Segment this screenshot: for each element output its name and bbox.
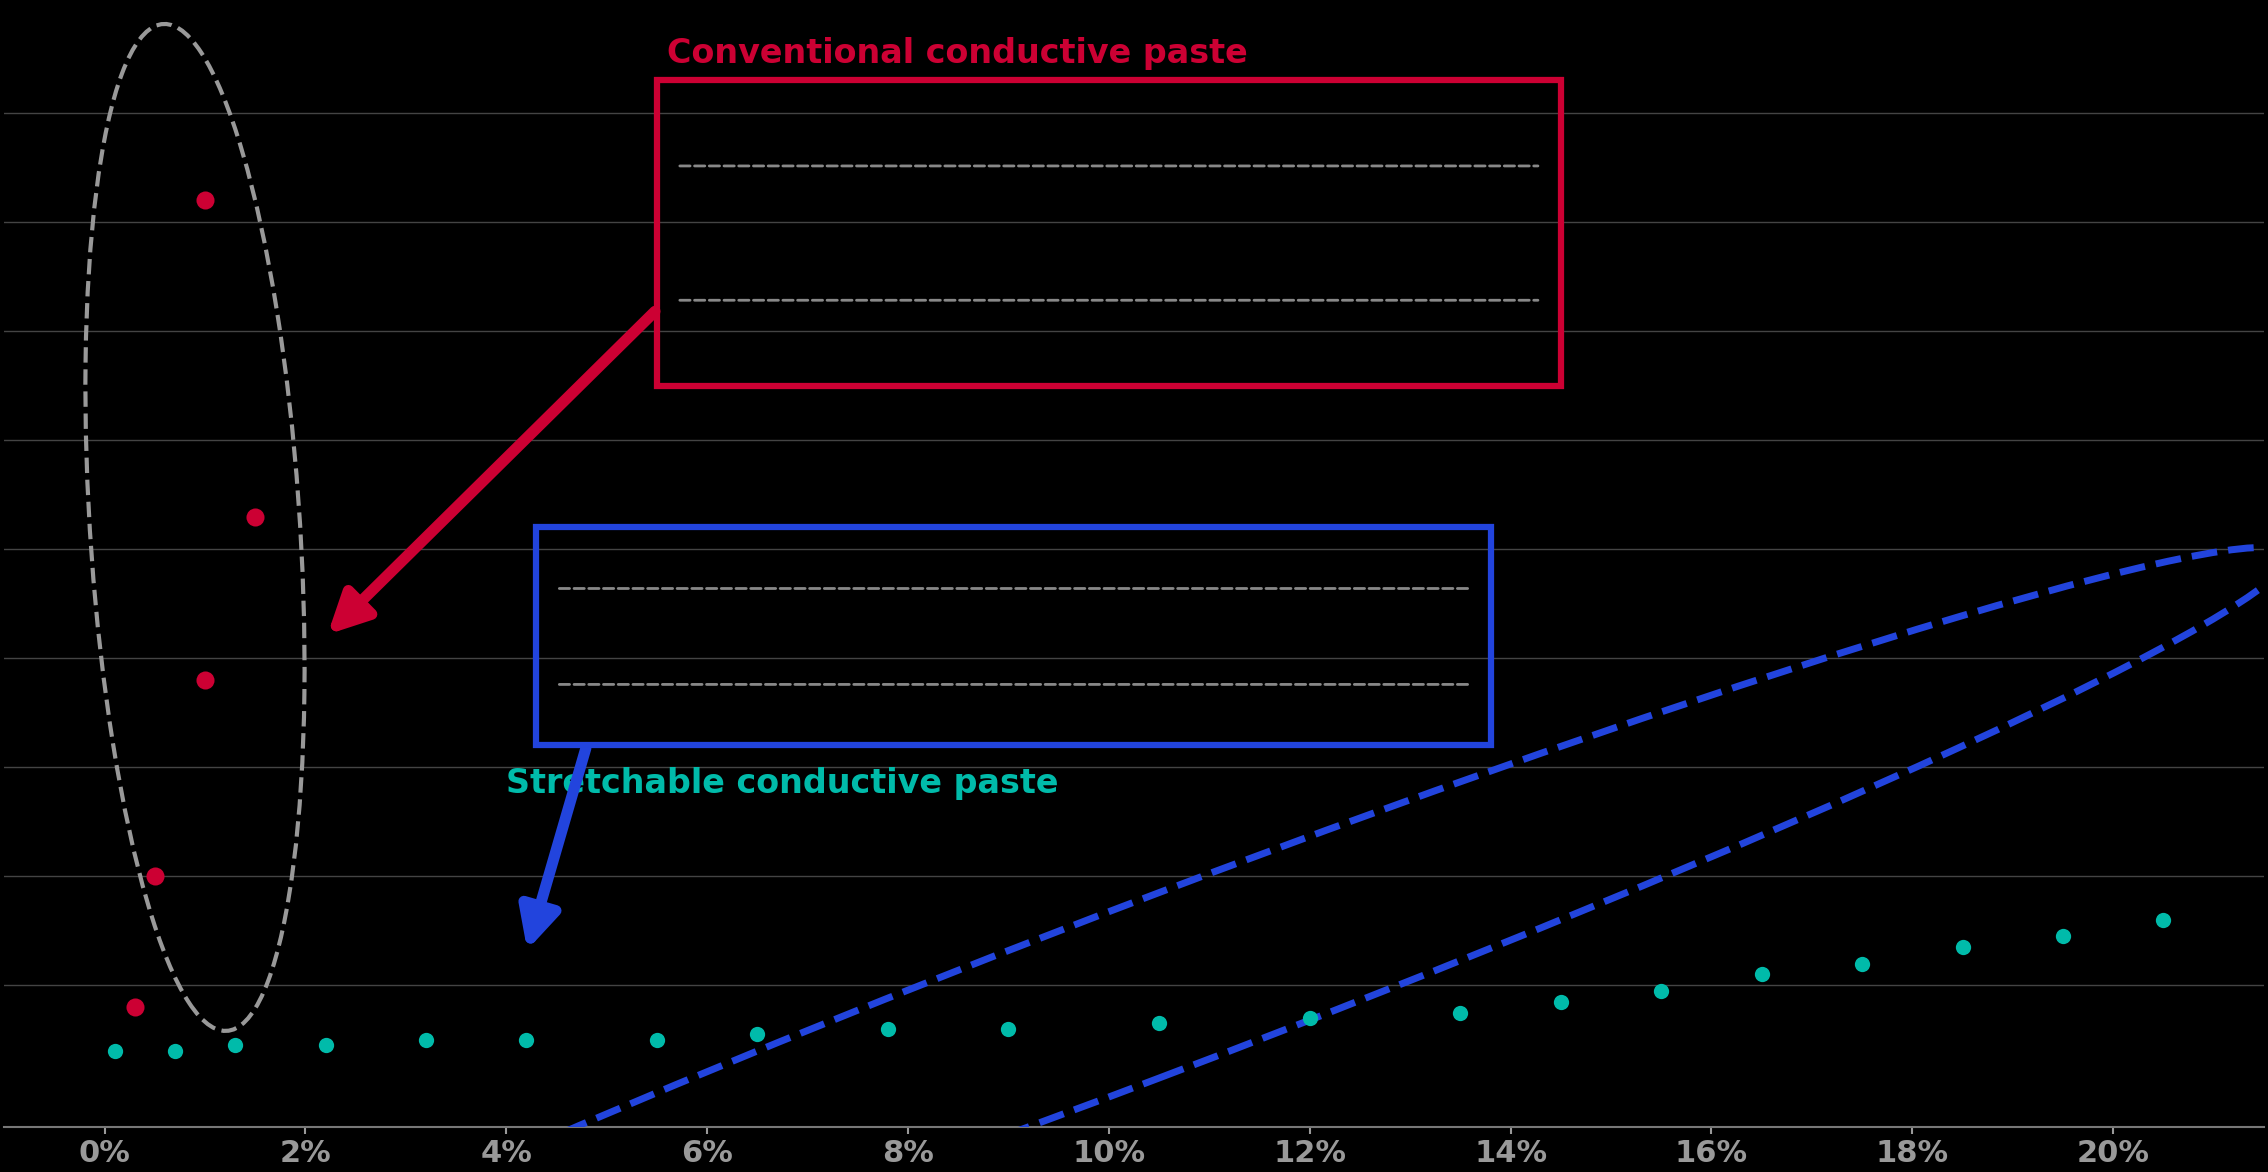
Text: Stretchable conductive paste: Stretchable conductive paste bbox=[506, 768, 1059, 800]
Bar bbox=[658, 81, 1560, 386]
Bar bbox=[538, 527, 1490, 745]
Text: Conventional conductive paste: Conventional conductive paste bbox=[667, 36, 1247, 69]
